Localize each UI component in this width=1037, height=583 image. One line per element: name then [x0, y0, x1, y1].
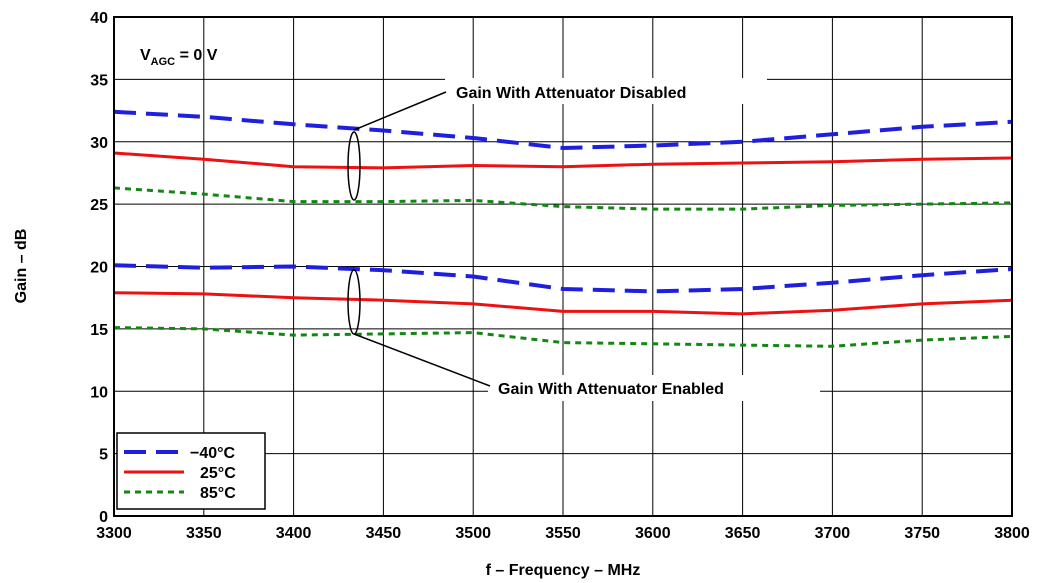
series-line-3 — [113, 263, 1013, 294]
x-tick-label: 3300 — [96, 525, 132, 542]
condition-prefix: V — [140, 47, 151, 64]
leader-lines — [347, 91, 491, 387]
leader-line-disabled — [353, 91, 447, 131]
x-tick-label: 3400 — [276, 525, 312, 542]
x-tick-label: 3800 — [994, 525, 1030, 542]
legend-label-25: 25°C — [200, 465, 236, 482]
annotation-enabled: Gain With Attenuator Enabled — [498, 381, 724, 398]
condition-subscript: AGC — [151, 56, 176, 68]
y-tick-label: 20 — [90, 260, 108, 277]
y-tick-label: 15 — [90, 322, 108, 339]
x-tick-label: 3500 — [455, 525, 491, 542]
annotation-enabled-bg — [488, 375, 820, 401]
legend: −40°C 25°C 85°C — [116, 432, 266, 510]
x-tick-label: 3350 — [186, 525, 222, 542]
plot-frame — [113, 16, 1013, 517]
series-line-4 — [113, 291, 1013, 316]
condition-label: VAGC = 0 V — [140, 47, 218, 68]
series-layer — [113, 109, 1013, 348]
group-ellipse-disabled — [347, 131, 361, 201]
x-tick-label: 3600 — [635, 525, 671, 542]
x-axis-title: f – Frequency – MHz — [486, 562, 641, 579]
annotation-disabled: Gain With Attenuator Disabled — [456, 85, 686, 102]
x-tick-label: 3750 — [904, 525, 940, 542]
legend-label-85: 85°C — [200, 485, 236, 502]
y-tick-label: 0 — [99, 509, 108, 526]
x-tick-label: 3450 — [366, 525, 402, 542]
series-line-2 — [113, 186, 1013, 211]
annotation-disabled-bg — [445, 78, 767, 104]
leader-line-enabled — [353, 333, 491, 387]
y-tick-label: 10 — [90, 384, 108, 401]
series-line-1 — [113, 151, 1013, 170]
x-tick-label: 3700 — [815, 525, 851, 542]
y-axis-title: Gain – dB — [13, 229, 30, 304]
condition-suffix: = 0 V — [175, 47, 218, 64]
y-tick-label: 30 — [90, 135, 108, 152]
tick-labels: 3300 3350 3400 3450 3500 3550 3600 3650 3700 3750… — [90, 10, 1030, 542]
group-ellipse-enabled — [347, 269, 361, 335]
y-tick-label: 5 — [99, 447, 108, 464]
series-line-5 — [113, 326, 1013, 348]
x-tick-label: 3650 — [725, 525, 761, 542]
x-tick-label: 3550 — [545, 525, 581, 542]
y-tick-label: 35 — [90, 72, 108, 89]
legend-label-minus40: −40°C — [190, 445, 236, 462]
y-tick-label: 25 — [90, 197, 108, 214]
y-tick-label: 40 — [90, 10, 108, 27]
series-line-0 — [113, 109, 1013, 150]
annotations: Gain With Attenuator Disabled Gain With … — [347, 78, 820, 401]
legend-box — [116, 432, 266, 510]
